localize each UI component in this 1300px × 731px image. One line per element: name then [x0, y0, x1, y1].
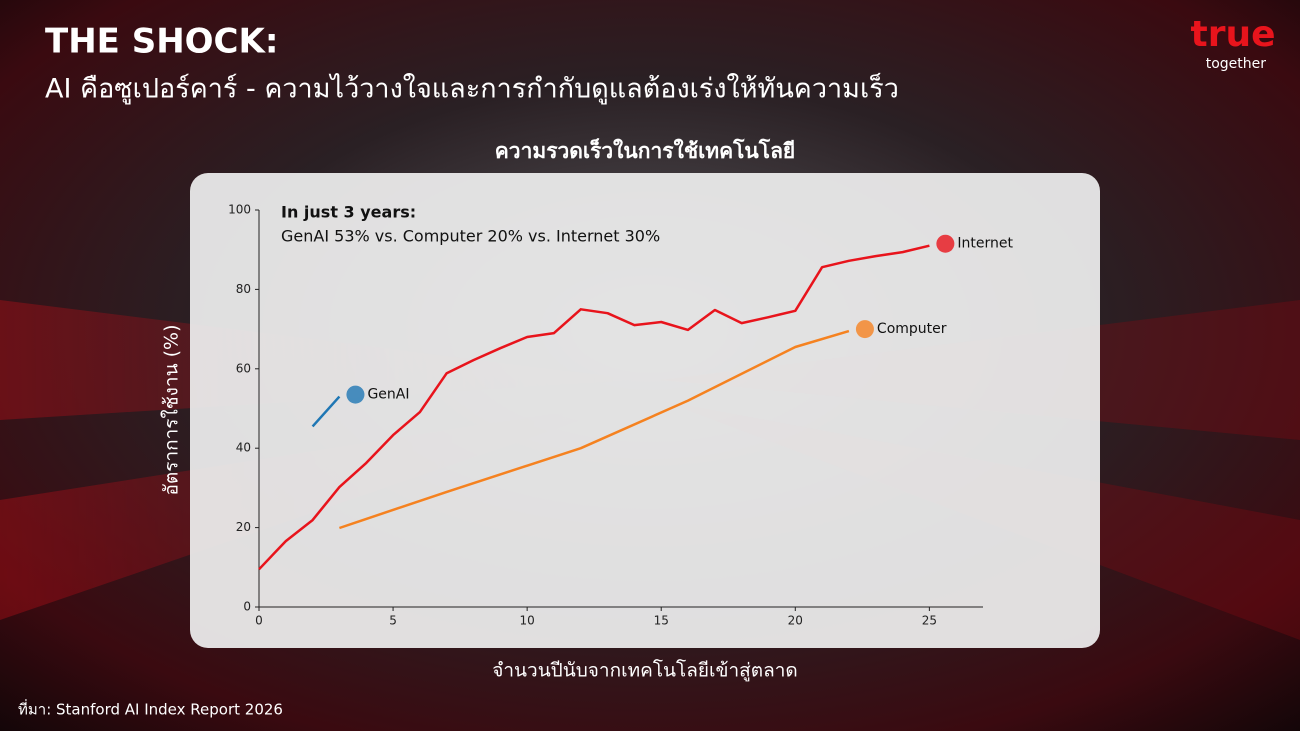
x-tick-label: 0	[255, 614, 263, 628]
x-tick-label: 25	[922, 614, 937, 628]
series-icon	[855, 320, 874, 339]
chart-panel	[190, 173, 1100, 648]
annotation-text: GenAI 53% vs. Computer 20% vs. Internet …	[281, 227, 660, 246]
source-note: ที่มา: Stanford AI Index Report 2026	[18, 699, 283, 719]
y-tick-label: 20	[236, 520, 251, 534]
slide-subheading: AI คือซูเปอร์คาร์ - ความไว้วางใจและการกำ…	[45, 71, 899, 105]
y-tick-label: 60	[236, 361, 251, 375]
x-axis-label: จำนวนปีนับจากเทคโนโลยีเข้าสู่ตลาด	[492, 659, 798, 682]
x-tick-label: 15	[654, 614, 669, 628]
y-tick-label: 40	[236, 441, 251, 455]
series-label: Internet	[957, 236, 1013, 252]
x-tick-label: 5	[389, 614, 397, 628]
y-tick-label: 0	[243, 600, 251, 614]
series-line	[311, 395, 341, 428]
logo-tagline: together	[1206, 56, 1267, 72]
x-tick-label: 20	[788, 614, 803, 628]
logo-brand: true	[1190, 14, 1275, 55]
series-label: Computer	[877, 321, 947, 337]
x-tick-label: 10	[520, 614, 535, 628]
series-line	[339, 329, 850, 530]
series-label: GenAI	[367, 387, 409, 403]
y-tick-label: 100	[228, 203, 251, 217]
chart-title: ความรวดเร็วในการใช้เทคโนโลยี	[495, 137, 796, 163]
series-icon	[346, 385, 365, 404]
y-axis-label: อัตราการใช้งาน (%)	[161, 324, 183, 495]
series-icon	[936, 234, 955, 253]
annotation-heading: In just 3 years:	[281, 203, 416, 222]
series-line	[258, 244, 930, 571]
y-tick-label: 80	[236, 282, 251, 296]
slide-heading: THE SHOCK:	[45, 22, 278, 62]
